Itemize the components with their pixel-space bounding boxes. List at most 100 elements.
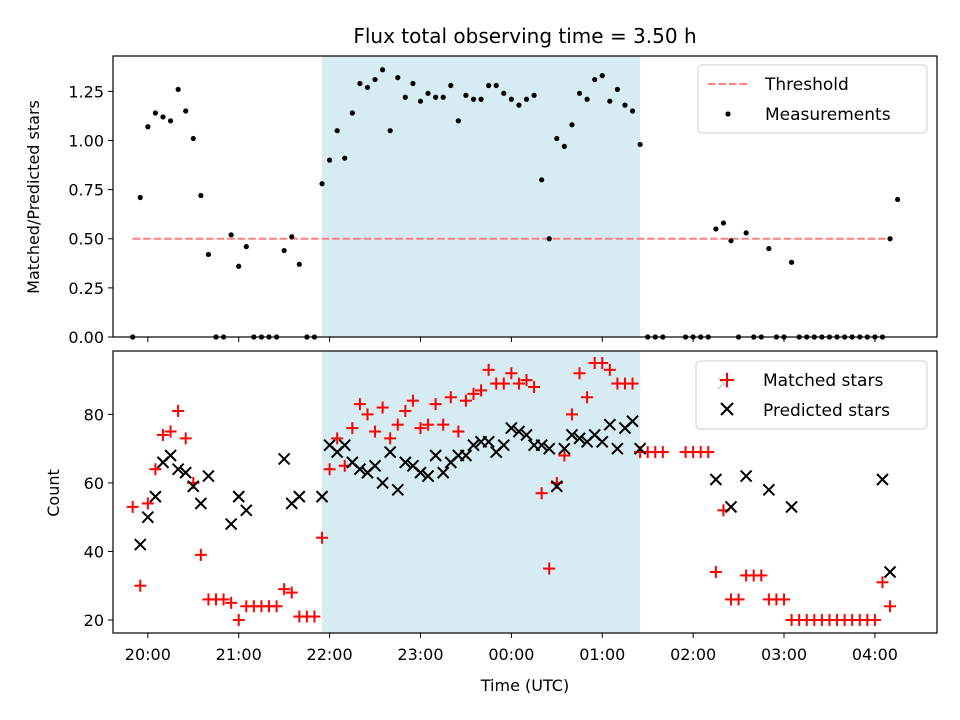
predicted-star-point <box>883 565 897 579</box>
matched-star-point <box>217 593 230 606</box>
measurement-point <box>766 245 772 252</box>
x-tick-label: 23:00 <box>397 645 443 664</box>
measurement-point <box>205 251 212 258</box>
matched-star-point <box>331 432 344 445</box>
matched-star-point <box>164 425 177 438</box>
matched-star-point <box>172 404 185 417</box>
x-tick-label: 20:00 <box>125 645 171 664</box>
matched-stars-points <box>126 356 897 626</box>
bottom-y-tick-label: 40 <box>84 542 104 561</box>
predicted-star-point <box>633 442 647 455</box>
measurement-point <box>380 67 386 73</box>
matched-star-point <box>876 576 889 589</box>
measurement-point <box>531 92 537 98</box>
top-axes-frame <box>112 55 938 338</box>
predicted-star-point <box>383 445 397 459</box>
predicted-star-point <box>232 490 245 503</box>
predicted-star-point <box>353 463 367 476</box>
matched-star-point <box>422 418 435 431</box>
matched-star-point <box>149 463 162 476</box>
measurement-point <box>455 118 461 124</box>
measurement-point <box>160 114 166 120</box>
measurement-point <box>637 141 643 148</box>
matched-star-point <box>353 398 366 411</box>
predicted-star-point <box>558 442 571 455</box>
x-axis-label: Time (UTC) <box>480 676 569 695</box>
measurement-point <box>569 122 575 128</box>
top-y-axis-label: Matched/Predicted stars <box>24 100 43 294</box>
measurement-point <box>395 75 401 81</box>
measurement-point <box>501 90 507 96</box>
measurement-point <box>584 96 590 102</box>
predicted-star-point <box>376 476 389 490</box>
x-tick-label: 01:00 <box>579 645 625 664</box>
measurement-point <box>523 96 530 102</box>
matched-star-point <box>868 613 881 626</box>
predicted-star-point <box>368 459 382 472</box>
legend-predicted-label: Predicted stars <box>763 401 890 421</box>
top-panel: Flux total observing time = 3.50 h 0.000… <box>24 24 938 347</box>
measurement-point <box>478 96 484 102</box>
measurement-point <box>190 135 196 142</box>
measurement-point <box>516 102 522 108</box>
matched-star-point <box>543 562 556 575</box>
matched-star-point <box>528 380 541 393</box>
matched-star-point <box>444 391 457 404</box>
bottom-panel: 20 40 60 80 20:00 21:00 22:00 23:00 00:00 01:00 0… <box>44 350 938 695</box>
predicted-star-point <box>520 428 533 442</box>
predicted-star-point <box>626 415 639 428</box>
predicted-star-point <box>611 442 624 455</box>
matched-star-point <box>452 425 465 438</box>
matched-star-point <box>565 408 578 421</box>
matched-star-point <box>278 583 291 596</box>
bottom-y-axis-label: Count <box>44 469 63 517</box>
measurement-point <box>470 96 477 102</box>
measurement-point <box>145 124 151 130</box>
matched-star-point <box>475 384 488 397</box>
measurement-point <box>342 155 348 161</box>
matched-star-point <box>285 586 298 599</box>
top-y-ticks: 0.00 0.25 0.50 0.75 1.00 1.25 <box>68 82 113 347</box>
top-legend: Threshold Measurements <box>697 64 928 134</box>
measurement-point <box>713 226 719 232</box>
predicted-star-point <box>240 504 253 517</box>
matched-star-point <box>459 394 472 407</box>
bottom-x-ticks: 20:00 21:00 22:00 23:00 00:00 01:00 02:00 03:00… <box>125 633 898 664</box>
matched-star-point <box>512 377 525 390</box>
matched-star-point <box>141 497 154 510</box>
matched-star-point <box>361 408 374 421</box>
matched-star-point <box>535 487 548 500</box>
measurement-point <box>561 143 567 149</box>
predicted-star-point <box>338 439 351 452</box>
matched-star-point <box>626 377 639 390</box>
predicted-star-point <box>482 435 495 449</box>
matched-star-point <box>596 356 609 369</box>
predicted-star-point <box>497 439 511 452</box>
measurement-point <box>198 192 204 199</box>
top-y-tick-label: 1.25 <box>68 82 104 101</box>
bottom-y-tick-label: 60 <box>84 474 104 493</box>
bottom-y-tick-label: 80 <box>84 405 104 424</box>
measurement-point <box>289 234 295 240</box>
matched-star-point <box>126 500 139 513</box>
x-tick-label: 04:00 <box>852 645 898 664</box>
bottom-legend: Matched stars Predicted stars <box>695 360 928 430</box>
legend-matched-label: Matched stars <box>763 371 883 391</box>
measurement-point <box>554 135 560 142</box>
predicted-star-point <box>709 473 723 486</box>
matched-star-point <box>399 404 412 417</box>
matched-star-point <box>156 428 169 441</box>
measurement-point <box>607 98 613 104</box>
measurement-point <box>183 108 189 114</box>
bottom-y-ticks: 20 40 60 80 <box>84 405 113 630</box>
measurement-point <box>508 96 514 102</box>
predicted-star-point <box>573 432 586 445</box>
top-y-tick-label: 1.00 <box>68 131 104 150</box>
matched-star-point <box>134 579 147 592</box>
measurement-point <box>417 98 424 104</box>
predicted-star-point <box>187 480 200 493</box>
predicted-star-point <box>171 463 185 476</box>
measurement-point <box>167 118 174 124</box>
measurement-point <box>357 80 363 87</box>
